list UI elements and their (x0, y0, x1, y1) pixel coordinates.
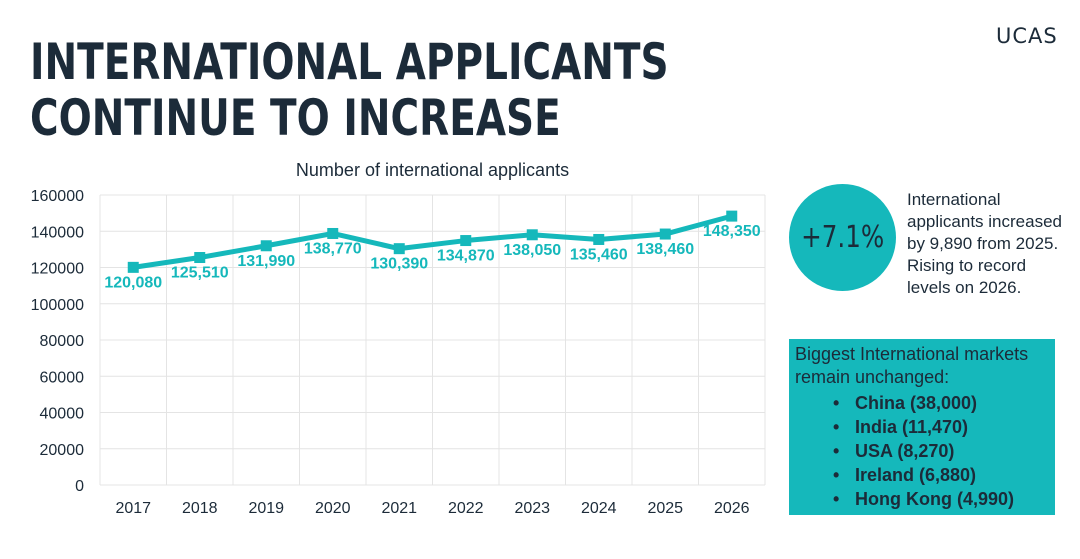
x-tick-label: 2022 (448, 500, 484, 517)
bullet-icon: • (833, 417, 840, 437)
y-tick-label: 120000 (31, 261, 84, 278)
market-label: Ireland (6,880) (855, 465, 977, 485)
x-tick-label: 2017 (115, 500, 151, 517)
y-tick-label: 140000 (31, 224, 84, 241)
y-tick-label: 60000 (40, 369, 85, 386)
series-line (132, 213, 733, 270)
bullet-icon: • (833, 393, 840, 413)
data-point (460, 235, 472, 247)
data-point (127, 261, 139, 273)
market-item: • India (11,470) (833, 415, 1049, 439)
data-label: 135,460 (570, 246, 628, 263)
growth-stat-value: +7.1% (800, 220, 885, 255)
market-item: • Hong Kong (4,990) (833, 487, 1049, 511)
x-tick-label: 2026 (714, 500, 750, 517)
data-label: 138,460 (636, 241, 694, 258)
data-point (194, 252, 206, 264)
y-tick-label: 80000 (40, 333, 85, 350)
data-label: 125,510 (171, 265, 229, 282)
x-tick-label: 2024 (581, 500, 617, 517)
page-title: INTERNATIONAL APPLICANTS CONTINUE TO INC… (30, 33, 669, 147)
market-item: • USA (8,270) (833, 439, 1049, 463)
y-tick-label: 0 (75, 478, 84, 495)
growth-stat-circle: +7.1% (789, 184, 896, 291)
data-label: 131,990 (237, 253, 295, 270)
ucas-logo: UCAS (996, 24, 1058, 48)
data-point (593, 233, 605, 245)
markets-panel: Biggest International markets remain unc… (789, 339, 1055, 515)
y-tick-label: 20000 (40, 442, 85, 459)
data-label: 148,350 (703, 223, 761, 240)
data-point (659, 228, 671, 240)
bullet-icon: • (833, 489, 840, 509)
data-point (327, 227, 339, 239)
data-point (260, 240, 272, 252)
bullet-icon: • (833, 465, 840, 485)
x-tick-label: 2023 (514, 500, 550, 517)
chart-canvas: Number of international applicants 0 20000… (31, 160, 766, 517)
market-item: • Ireland (6,880) (833, 463, 1049, 487)
x-tick-label: 2020 (315, 500, 351, 517)
market-item: • China (38,000) (833, 391, 1049, 415)
growth-stat-description: International applicants increased by 9,… (907, 190, 1062, 297)
y-tick-label: 100000 (31, 297, 84, 314)
y-tick-label: 40000 (40, 406, 85, 423)
data-point (726, 210, 738, 222)
markets-heading: Biggest International markets remain unc… (795, 344, 1029, 387)
market-label: USA (8,270) (855, 441, 955, 461)
x-tick-label: 2019 (248, 500, 284, 517)
data-label: 130,390 (370, 256, 428, 273)
data-label: 134,870 (437, 248, 495, 265)
x-tick-label: 2018 (182, 500, 218, 517)
market-label: Hong Kong (4,990) (855, 489, 1015, 509)
data-point (393, 243, 405, 255)
x-tick-label: 2021 (381, 500, 417, 517)
market-label: India (11,470) (855, 417, 969, 437)
chart-title: Number of international applicants (296, 160, 569, 180)
data-label: 138,050 (503, 242, 561, 259)
data-label: 120,080 (104, 274, 162, 291)
x-tick-label: 2025 (647, 500, 683, 517)
markets-list: • China (38,000) • India (11,470) • USA (8,… (795, 391, 1049, 511)
line-chart: Number of international applicants 0 20000… (0, 150, 780, 559)
data-label: 138,770 (304, 240, 362, 257)
data-point (526, 229, 538, 241)
market-label: China (38,000) (855, 393, 978, 413)
bullet-icon: • (833, 441, 840, 461)
y-tick-label: 160000 (31, 188, 84, 205)
